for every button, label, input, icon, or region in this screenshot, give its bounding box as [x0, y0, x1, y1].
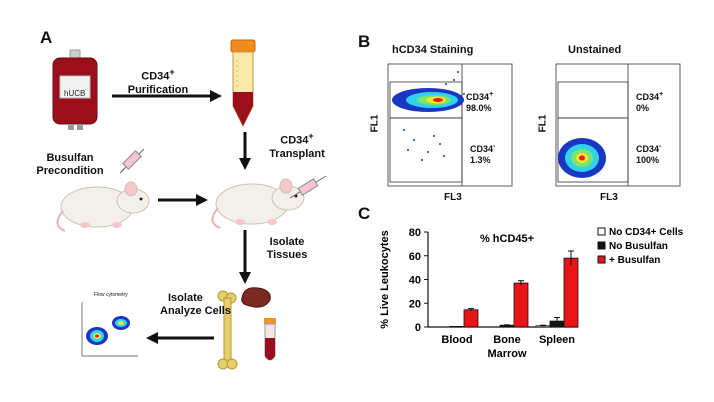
gate-lower-marker-2: CD34: [636, 144, 660, 154]
gate-lower-pct-2: 100%: [636, 155, 660, 165]
transplant-label: CD34+ Transplant: [262, 130, 332, 161]
analyze-line1: Isolate: [168, 292, 203, 304]
facs-gate-upper-stained: CD34+ 98.0%: [466, 88, 493, 114]
facs-gate-upper-unstained: CD34+ 0%: [636, 88, 663, 114]
legend-swatch: [597, 227, 606, 236]
transplant-sup: +: [308, 131, 314, 141]
syringe-icon-right: [289, 175, 327, 199]
gate-lower-sign: -: [493, 141, 496, 150]
mouse-icon-right: [211, 178, 305, 229]
gate-lower-marker: CD34: [470, 144, 494, 154]
arrow-isolate-tissues: [239, 230, 251, 284]
y-tick-label: 60: [409, 251, 421, 263]
bar: [513, 282, 529, 328]
category-label: Spleen: [539, 334, 575, 346]
facs-xlabel-unstained: FL3: [600, 192, 618, 203]
legend-label: No CD34+ Cells: [609, 227, 684, 238]
gate-upper-marker-2: CD34: [636, 92, 660, 102]
precondition-line1: Busulfan: [46, 152, 94, 164]
analyze-line2: Analyze Cells: [160, 305, 231, 317]
spleen-icon: [241, 287, 271, 308]
precondition-line2: Precondition: [36, 165, 104, 177]
arrow-purification: [112, 90, 222, 102]
bar: [449, 326, 465, 328]
category-label: Blood: [441, 334, 472, 346]
analyze-label: Isolate Analyze Cells: [160, 292, 250, 318]
y-tick-label: 80: [409, 227, 421, 239]
bone-icon: [217, 290, 238, 370]
y-tick-label: 0: [415, 322, 421, 334]
panel-a-letter: A: [40, 28, 53, 47]
arrow-analyze: [146, 332, 214, 344]
facs-title-unstained: Unstained: [568, 44, 622, 56]
blood-bag-icon: [52, 49, 98, 130]
bar-chart: 0 20 40 60 80 % Live Leukocytes % hCD45+ Blood B…: [379, 227, 684, 360]
panel-c-letter: C: [358, 204, 371, 223]
transplant-cd34: CD34: [280, 134, 309, 147]
bar: [563, 257, 579, 328]
isolate-tissues-label: Isolate Tissues: [262, 236, 312, 262]
category-label: Marrow: [487, 348, 527, 360]
legend-label: + Busulfan: [609, 255, 660, 266]
mini-flow-plot: Flow cytometry: [72, 290, 144, 368]
arrow-mouse-to-mouse: [158, 194, 208, 206]
panel-b-letter: B: [358, 32, 371, 51]
facs-gate-lower-unstained: CD34- 100%: [636, 140, 662, 166]
y-axis-label: % Live Leukocytes: [379, 230, 391, 328]
facs-plot-unstained: [555, 63, 681, 187]
mouse-icon-left: [56, 181, 150, 232]
category-label: Bone: [493, 334, 521, 346]
purification-label: CD34+ Purification: [118, 66, 198, 97]
facs-gate-lower-stained: CD34- 1.3%: [470, 140, 496, 166]
mini-flow-plot-graphic: [81, 302, 138, 357]
chart-title: % hCD45+: [480, 233, 534, 245]
gate-upper-sign-2: +: [659, 89, 664, 98]
gate-lower-pct: 1.3%: [470, 155, 491, 165]
transplant-text: Transplant: [269, 147, 325, 160]
facs-plot-stained: [387, 63, 513, 187]
purification-sup: +: [169, 67, 175, 77]
bar: [463, 309, 479, 328]
precondition-label: Busulfan Precondition: [30, 152, 110, 178]
facs-xlabel-stained: FL3: [444, 192, 462, 203]
syringe-icon-left: [119, 148, 145, 174]
y-tick-label: 20: [409, 298, 421, 310]
legend-swatch: [597, 241, 606, 250]
facs-ylabel-unstained: FL1: [537, 114, 549, 133]
gate-upper-sign: +: [489, 89, 494, 98]
gate-upper-pct: 98.0%: [466, 103, 492, 113]
isolate-tissues-line2: Tissues: [266, 249, 308, 261]
gate-upper-pct-2: 0%: [636, 103, 650, 113]
legend-label: No Busulfan: [609, 241, 668, 252]
arrow-transplant: [239, 132, 251, 170]
gate-upper-marker: CD34: [466, 92, 490, 102]
isolate-tissues-line1: Isolate: [269, 236, 305, 248]
facs-ylabel-stained: FL1: [369, 114, 381, 133]
purification-cd34: CD34: [141, 70, 170, 83]
purification-text: Purification: [127, 83, 189, 96]
y-tick-label: 40: [409, 275, 421, 287]
facs-title-stained: hCD34 Staining: [392, 44, 474, 56]
blood-tube-icon: [264, 318, 276, 361]
mini-flow-plot-title: Flow cytometry: [94, 292, 128, 298]
gate-lower-sign-2: -: [659, 141, 662, 150]
centrifuge-tube-icon: [230, 39, 256, 128]
blood-bag-label: hUCB: [64, 89, 86, 98]
legend-swatch: [597, 255, 606, 264]
